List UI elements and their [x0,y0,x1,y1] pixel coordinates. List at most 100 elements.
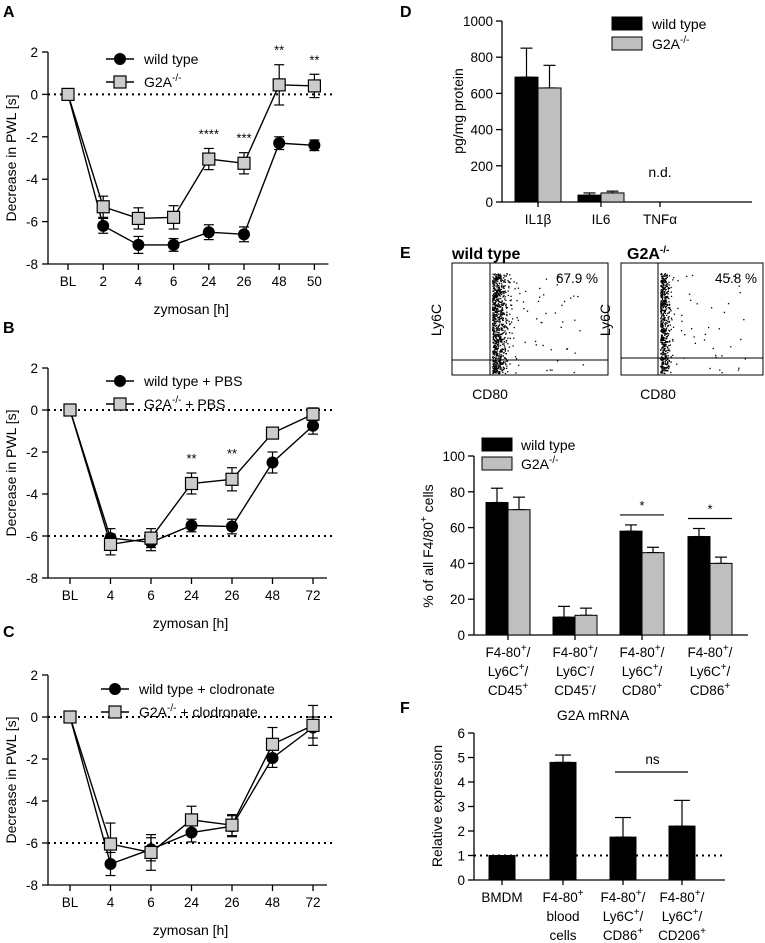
flow-event-dot [661,336,663,338]
y-axis-label: pg/mg protein [450,68,466,154]
flow-event-dot [663,368,665,370]
flow-event-dot [738,367,740,369]
flow-event-dot [710,307,713,309]
significance-label: * [639,498,644,513]
flow-event-dot [494,342,496,345]
flow-event-dot [545,278,548,280]
flow-event-dot [510,299,512,301]
flow-event-dot [666,337,668,340]
flow-event-dot [662,329,664,332]
flow-event-dot [494,274,496,276]
flow-event-dot [660,279,663,282]
flow-event-dot [666,275,668,277]
flow-event-dot [538,296,541,298]
flow-event-dot [495,278,497,281]
flow-event-dot [498,310,500,312]
flow-event-dot [662,303,664,305]
flow-event-dot [510,295,512,298]
flow-event-dot [665,314,668,317]
flow-event-dot [664,302,666,305]
flow-event-dot [664,297,666,299]
flow-event-dot [513,326,515,329]
flow-event-dot [566,348,568,350]
legend-marker-wt [109,683,121,695]
chart-f-mrna-bars: 6 5 4 3 2 1 0 BMDM F4-80+ blood cells F4-80+/ Ly6C+/… [429,707,725,943]
flow-event-dot [660,306,662,308]
flow-event-dot [507,279,509,282]
data-point-g2a [265,737,280,751]
data-point-g2a [131,211,145,226]
flow-event-dot [664,342,666,344]
data-point-g2a [202,152,216,166]
flow-event-dot [503,302,505,304]
flow-event-dot [667,324,669,326]
flow-event-dot [503,326,505,328]
flow-event-dot [499,358,501,360]
flow-event-dot [501,329,503,331]
flow-event-dot [499,301,501,303]
flow-event-dot [493,287,495,289]
flow-event-dot [502,319,504,322]
flow-event-dot [667,352,669,354]
flow-event-dot [492,366,494,368]
flow-event-dot [668,360,671,363]
data-point-g2a [63,403,77,417]
flow-event-dot [663,329,665,332]
flow-event-dot [662,346,664,349]
flow-event-dot [493,367,495,370]
flow-event-dot [662,361,665,363]
flow-event-dot [496,340,498,342]
flow-event-dot [499,273,501,276]
flow-event-dot [660,311,663,314]
flow-event-dot [661,289,664,291]
flow-event-dot [504,290,506,292]
x-tick-label: F4-80+/ [660,888,705,905]
flow-event-dot [664,312,667,315]
flow-event-dot [665,305,667,308]
flow-event-dot [495,289,497,291]
flow-event-dot [660,304,662,306]
flow-event-dot [663,292,665,295]
flow-event-dot [715,354,717,357]
flow-event-dot [501,333,503,336]
flow-event-dot [499,356,502,359]
flow-event-dot [662,362,664,364]
legend-swatch-wt [481,437,513,452]
flow-event-dot [665,288,667,291]
bar-expression [488,855,516,881]
flow-event-dot [661,363,663,365]
flow-event-dot [666,336,668,338]
x-tick-label: F4-80+/ [486,643,531,660]
y-tick-label: -8 [26,878,38,893]
flow-event-dot [660,329,663,332]
flow-event-dot [723,311,726,314]
flow-event-dot [505,341,508,343]
flow-event-dot [512,345,514,347]
flow-event-dot [506,360,508,362]
flow-event-dot [704,333,707,335]
flow-event-dot [669,307,671,309]
flow-event-dot [505,307,508,309]
flow-event-dot [505,304,507,307]
flow-event-dot [499,275,502,277]
y-tick-label: -4 [26,172,38,187]
flow-event-dot [502,290,504,293]
flow-event-dot [493,339,495,341]
flow-event-dot [661,294,664,297]
flow-event-dot [511,308,513,310]
flow-event-dot [668,333,670,335]
flow-event-dot [509,313,511,315]
flow-event-dot [660,321,662,323]
flow-event-dot [498,313,500,315]
data-point-g2a [144,531,158,545]
flow-event-dot [493,284,495,287]
flow-event-dot [511,318,514,320]
flow-event-dot [662,354,664,356]
flow-event-dot [495,292,497,294]
flow-event-dot [492,372,494,374]
flow-event-dot [497,280,499,282]
flow-event-dot [733,275,735,278]
flow-event-dot [493,289,496,291]
flow-event-dot [494,371,496,373]
flow-event-dot [663,287,665,289]
